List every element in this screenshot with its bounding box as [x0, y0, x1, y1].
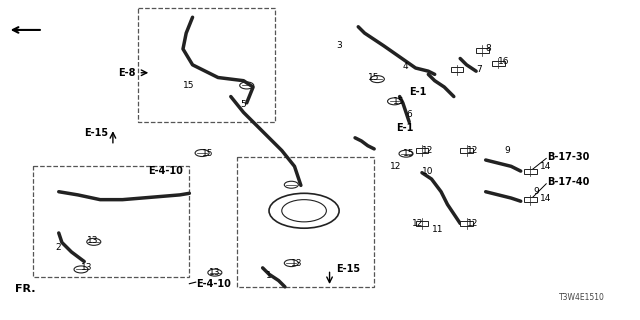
Text: E-4-10: E-4-10 — [148, 166, 183, 176]
Text: T3W4E1510: T3W4E1510 — [559, 293, 605, 302]
Text: 15: 15 — [202, 149, 214, 158]
Text: 13: 13 — [209, 268, 220, 277]
Bar — [451, 67, 463, 72]
Text: 12: 12 — [412, 219, 424, 228]
Text: 15: 15 — [394, 97, 404, 106]
Text: 10: 10 — [422, 167, 433, 176]
Text: B-17-40: B-17-40 — [547, 177, 590, 187]
Text: 11: 11 — [431, 225, 443, 234]
Text: 1: 1 — [266, 271, 271, 280]
Text: 13: 13 — [81, 263, 93, 272]
Text: 8: 8 — [486, 44, 492, 53]
Text: 16: 16 — [499, 57, 510, 66]
Bar — [460, 148, 473, 153]
Text: 15: 15 — [183, 81, 195, 90]
Text: E-1: E-1 — [396, 123, 414, 133]
Text: E-1: E-1 — [409, 87, 427, 97]
Text: 14: 14 — [540, 162, 551, 171]
Text: E-8: E-8 — [118, 68, 135, 78]
Text: E-15: E-15 — [84, 128, 108, 138]
Bar — [476, 48, 489, 53]
Text: 7: 7 — [476, 65, 482, 74]
Text: 12: 12 — [467, 219, 478, 228]
Bar — [524, 169, 537, 174]
Bar — [460, 221, 473, 226]
Text: 9: 9 — [505, 146, 511, 155]
Text: 14: 14 — [540, 194, 551, 203]
Text: 12: 12 — [390, 162, 401, 171]
Text: 12: 12 — [422, 146, 433, 155]
Text: 13: 13 — [291, 259, 303, 268]
Text: 4: 4 — [403, 62, 408, 71]
Bar — [415, 148, 428, 153]
Bar — [492, 61, 505, 66]
Text: E-4-10: E-4-10 — [196, 279, 230, 289]
Text: E-15: E-15 — [336, 264, 360, 275]
Bar — [33, 166, 189, 277]
Text: 12: 12 — [467, 146, 478, 155]
Bar — [524, 197, 537, 202]
Text: 5: 5 — [241, 100, 246, 109]
Text: 3: 3 — [336, 41, 342, 50]
Text: B-17-30: B-17-30 — [547, 152, 590, 162]
Text: 9: 9 — [534, 187, 540, 196]
Text: 6: 6 — [406, 109, 412, 118]
Bar — [415, 221, 428, 226]
Bar — [237, 157, 374, 287]
Text: 2: 2 — [56, 243, 61, 252]
Text: 13: 13 — [88, 236, 99, 245]
Text: 15: 15 — [403, 149, 414, 158]
Bar — [138, 8, 275, 122]
Text: FR.: FR. — [15, 284, 36, 294]
Text: 15: 15 — [368, 73, 380, 82]
